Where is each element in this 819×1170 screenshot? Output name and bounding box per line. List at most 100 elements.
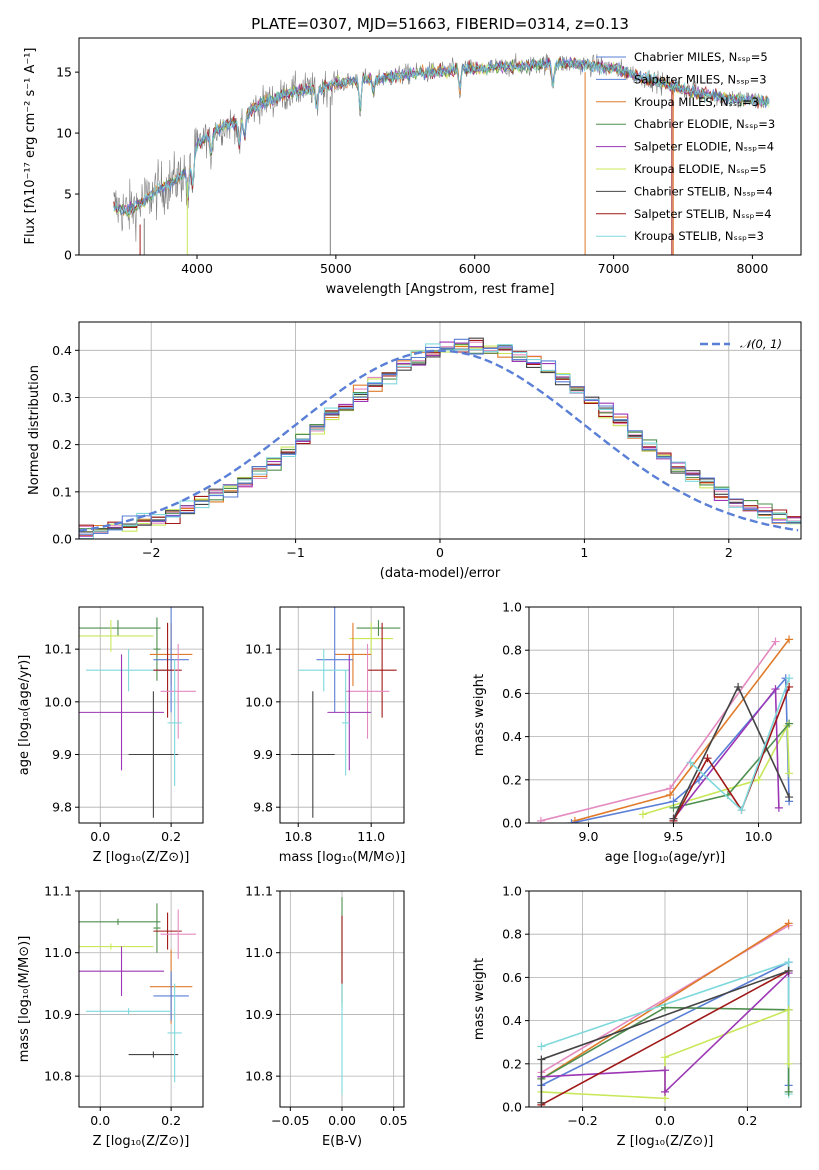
weight-series-marker (661, 1066, 669, 1075)
x-tick-label: 0.00 (328, 1113, 356, 1128)
x-tick-label: 0.0 (655, 1113, 675, 1128)
axes-frame (78, 890, 204, 1108)
legend-label: Kroupa MILES, Nₛₛₚ=3 (634, 95, 759, 109)
weight-series-marker (784, 966, 793, 975)
weight-series-marker (669, 814, 678, 823)
y-tick-label: 11.1 (44, 884, 72, 899)
y-tick-label: 0.0 (502, 816, 522, 831)
weight-series-marker (537, 1055, 546, 1064)
x-tick-label: 10.0 (745, 829, 773, 844)
weight-series-marker (537, 1042, 546, 1051)
errorbar-point (153, 607, 189, 713)
axes-frame (528, 606, 802, 824)
weight-series-marker (661, 1003, 669, 1012)
histogram-series (79, 338, 801, 535)
y-tick-label: 9.8 (52, 800, 72, 815)
y-tick-label: 1.0 (502, 884, 522, 899)
weight-series-marker (785, 674, 794, 683)
y-tick-label: 0.2 (502, 1056, 522, 1071)
weight-series-marker (666, 790, 675, 799)
weight-series-marker (661, 1053, 669, 1062)
y-tick-label: 0.0 (52, 532, 72, 547)
errorbar-point (79, 620, 154, 652)
y-tick-label: 15 (56, 65, 72, 80)
plot-area-age-vs-z (79, 607, 203, 823)
x-tick-label: 10.8 (284, 829, 312, 844)
x-tick-label: −0.05 (271, 1113, 309, 1128)
x-tick-label: 0.0 (90, 1113, 110, 1128)
legend-label: Salpeter MILES, Nₛₛₚ=3 (634, 72, 767, 86)
y-tick-label: 10.0 (245, 694, 273, 709)
weight-series-marker (771, 637, 780, 646)
weight-series-marker (771, 685, 780, 694)
panel-mass-vs-ebv: −0.05 0.00 0.05 10.8 10.9 11.0 11.1 E(B-V) (245, 884, 407, 1150)
x-tick-label: 8000 (736, 261, 768, 276)
errorbar-point (128, 691, 179, 818)
weight-series-marker (734, 682, 743, 691)
x-tick-label: 9.0 (579, 829, 599, 844)
x-tick-label: 4000 (181, 261, 213, 276)
weight-series-marker (754, 775, 763, 784)
x-tick-label: 0.0 (90, 829, 110, 844)
y-tick-label: 9.9 (52, 747, 72, 762)
errorbar-point (153, 903, 161, 953)
errorbar-point (79, 946, 165, 996)
errorbar-point (290, 691, 335, 818)
axes-frame-top (279, 606, 405, 824)
axes-frame-top (279, 890, 405, 1108)
errorbar-point (160, 643, 196, 739)
legend-label: Salpeter ELODIE, Nₛₛₚ=4 (634, 140, 774, 154)
chart-title: PLATE=0307, MJD=51663, FIBERID=0314, z=0… (251, 15, 629, 33)
x-tick-label: 1 (580, 545, 588, 560)
y-tick-label: 0.4 (502, 729, 522, 744)
x-axis-label: Z [log₁₀(Z/Z⊙)] (93, 1134, 190, 1149)
histogram-series (79, 337, 801, 533)
x-axis-label: age [log₁₀(age/yr)] (605, 850, 726, 865)
weight-series-line (540, 922, 790, 1080)
y-axis-label: mass weight (472, 958, 487, 1040)
y-tick-label: 10.9 (44, 1007, 72, 1022)
y-axis-label: Normed distribution (27, 365, 42, 495)
y-tick-label: 0.0 (502, 1100, 522, 1115)
y-tick-label: 11.1 (245, 884, 273, 899)
weight-series-line (689, 678, 790, 812)
errorbar-point (153, 617, 161, 681)
panel-residuals: −2 −1 0 1 2 0.0 0.1 0.2 0.3 0.4 (data-model)/error… (27, 321, 802, 581)
errorbar-point (167, 983, 182, 1083)
x-axis-label: (data-model)/error (380, 566, 501, 581)
legend-label: Chabrier ELODIE, Nₛₛₚ=3 (634, 117, 775, 131)
x-tick-label: −2 (142, 545, 160, 560)
errorbar-point (298, 649, 350, 692)
errorbar-point (316, 607, 353, 713)
y-tick-label: 0.4 (502, 1013, 522, 1028)
errorbar-point (160, 909, 196, 959)
axes-frame-top (78, 890, 204, 1108)
weight-series-marker (570, 816, 579, 823)
weight-series-marker (784, 1005, 793, 1014)
weight-series-marker (785, 635, 794, 644)
panel-spectrum: 4000 5000 6000 7000 8000 0 5 10 15 wavelength [An… (23, 15, 802, 297)
panel-weight-vs-z: −0.2 0.0 0.2 0.0 0.2 0.4 0.6 0.8 1.0 Z [log₁₀(Z/Z… (472, 884, 802, 1149)
x-tick-label: −1 (286, 545, 304, 560)
normal-curve (79, 349, 799, 532)
errorbar-point (367, 622, 397, 718)
weight-series-marker (785, 769, 794, 778)
y-tick-label: 0.6 (502, 970, 522, 985)
x-tick-label: 0.2 (161, 829, 181, 844)
legend-label: Kroupa ELODIE, Nₛₛₚ=5 (634, 162, 767, 176)
axes-frame (78, 606, 204, 824)
weight-series-line (541, 970, 789, 1106)
weight-series-marker (703, 754, 712, 763)
x-tick-label: 0 (436, 545, 444, 560)
y-tick-label: 10.1 (245, 642, 273, 657)
panel-weight-vs-age: 9.0 9.5 10.0 0.0 0.2 0.4 0.6 0.8 1.0 age [log₁₀(a… (472, 600, 802, 865)
axes-frame-top (78, 321, 802, 540)
y-tick-label: 0.8 (502, 927, 522, 942)
weight-series-marker (774, 803, 783, 812)
errorbar-point (86, 1008, 172, 1015)
legend-label: Chabrier MILES, Nₛₛₚ=5 (634, 50, 768, 64)
weight-series-line (571, 676, 790, 823)
y-tick-label: 0 (64, 248, 72, 263)
legend-label: Salpeter STELIB, Nₛₛₚ=4 (634, 207, 772, 221)
weight-series-line (541, 972, 790, 1094)
